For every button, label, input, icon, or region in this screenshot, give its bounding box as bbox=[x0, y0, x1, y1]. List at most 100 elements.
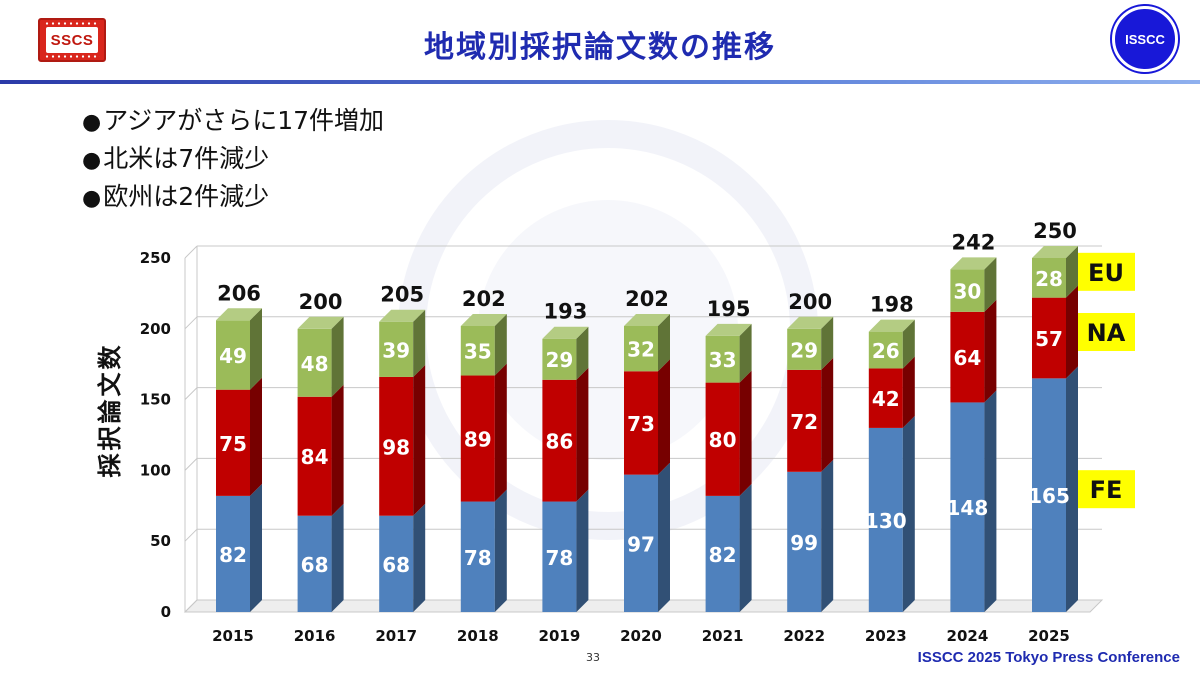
bar-side-fe bbox=[658, 462, 670, 612]
total-label: 242 bbox=[951, 230, 995, 254]
bar-fe bbox=[297, 515, 332, 612]
bar-side-eu bbox=[902, 319, 915, 369]
bar-top-eu bbox=[787, 316, 834, 329]
data-label-na: 42 bbox=[872, 387, 900, 411]
bar-side-fe bbox=[250, 483, 262, 612]
bullet-item: ●北米は7件減少 bbox=[82, 144, 270, 173]
y-tick-label: 0 bbox=[161, 603, 171, 621]
footer-conference: ISSCC 2025 Tokyo Press Conference bbox=[917, 649, 1180, 666]
bar-na bbox=[950, 311, 985, 403]
x-tick-label: 2019 bbox=[539, 627, 581, 645]
bar-eu bbox=[868, 331, 903, 369]
data-label-eu: 32 bbox=[627, 338, 655, 362]
total-label: 206 bbox=[217, 281, 261, 305]
data-label-na: 73 bbox=[627, 412, 655, 436]
gridline-side bbox=[184, 387, 198, 400]
data-label-fe: 99 bbox=[790, 531, 818, 555]
sscs-logo-text: SSCS bbox=[50, 31, 94, 49]
legend-label-na: NA bbox=[1087, 319, 1126, 347]
x-tick-label: 2018 bbox=[457, 627, 499, 645]
bar-side-eu bbox=[658, 313, 670, 372]
bar-side-fe bbox=[576, 489, 589, 612]
bar-top-eu bbox=[216, 308, 262, 321]
data-label-eu: 28 bbox=[1035, 267, 1063, 291]
data-label-na: 64 bbox=[953, 346, 981, 370]
data-label-fe: 82 bbox=[709, 543, 737, 567]
data-label-fe: 165 bbox=[1028, 484, 1070, 508]
bar-side-fe bbox=[494, 489, 507, 612]
bar-fe bbox=[868, 427, 903, 612]
bar-na bbox=[379, 376, 414, 516]
total-label: 250 bbox=[1033, 219, 1077, 243]
bar-side-na bbox=[658, 359, 670, 475]
legend-box-eu bbox=[1078, 252, 1135, 291]
bar-fe bbox=[787, 471, 822, 612]
legend-label-eu: EU bbox=[1088, 259, 1124, 287]
bar-eu bbox=[624, 325, 658, 372]
total-label: 200 bbox=[299, 290, 343, 314]
bar-side-fe bbox=[984, 390, 997, 612]
y-axis-title: 採択論文数 bbox=[96, 343, 124, 478]
bar-side-eu bbox=[984, 257, 997, 312]
page-number: 33 bbox=[586, 651, 600, 664]
data-label-na: 72 bbox=[790, 410, 818, 434]
x-tick-label: 2015 bbox=[212, 627, 254, 645]
x-tick-label: 2024 bbox=[947, 627, 989, 645]
bullet-item: ●アジアがさらに17件増加 bbox=[82, 106, 385, 135]
data-label-fe: 78 bbox=[545, 546, 573, 570]
bar-top-eu bbox=[460, 313, 507, 326]
bar-na bbox=[705, 382, 740, 496]
bar-na bbox=[460, 375, 495, 502]
gridline-side bbox=[184, 245, 198, 259]
bar-side-na bbox=[984, 299, 997, 403]
total-label: 205 bbox=[380, 283, 424, 307]
total-label: 202 bbox=[462, 287, 506, 311]
data-label-eu: 30 bbox=[953, 280, 981, 304]
bar-eu bbox=[705, 335, 740, 383]
bar-eu bbox=[216, 320, 250, 390]
data-label-eu: 35 bbox=[464, 340, 492, 364]
data-label-eu: 49 bbox=[219, 344, 247, 368]
bar-side-na bbox=[1066, 285, 1078, 379]
bullet-item: ●欧州は2件減少 bbox=[82, 182, 270, 211]
bar-side-eu bbox=[1066, 246, 1078, 298]
bar-side-eu bbox=[821, 316, 834, 370]
bar-side-na bbox=[331, 384, 344, 516]
bar-na bbox=[297, 396, 332, 516]
bar-na bbox=[787, 369, 822, 472]
bar-side-fe bbox=[739, 483, 752, 612]
x-tick-label: 2020 bbox=[620, 627, 662, 645]
bar-fe bbox=[542, 501, 577, 612]
legend-box-fe bbox=[1078, 470, 1135, 509]
y-tick-label: 50 bbox=[150, 532, 171, 550]
bar-eu bbox=[460, 325, 495, 376]
bar-side-fe bbox=[331, 503, 344, 612]
bar-top-eu bbox=[379, 309, 426, 322]
bar-fe bbox=[1032, 378, 1066, 612]
bar-fe bbox=[216, 495, 250, 612]
bar-top-eu bbox=[297, 316, 344, 329]
y-tick-label: 200 bbox=[140, 320, 171, 338]
bar-fe bbox=[379, 515, 414, 612]
x-tick-label: 2017 bbox=[375, 627, 417, 645]
bar-fe bbox=[624, 474, 658, 612]
bar-top-eu bbox=[868, 319, 915, 332]
data-label-fe: 68 bbox=[382, 553, 410, 577]
bar-side-na bbox=[576, 367, 589, 502]
bullet-text: 欧州は2件減少 bbox=[103, 182, 270, 211]
bar-na bbox=[542, 379, 577, 502]
data-label-eu: 39 bbox=[382, 338, 410, 362]
bar-na bbox=[216, 389, 250, 496]
total-label: 200 bbox=[788, 290, 832, 314]
bar-side-eu bbox=[250, 308, 262, 390]
total-label: 198 bbox=[870, 293, 914, 317]
y-tick-label: 150 bbox=[140, 391, 171, 409]
data-label-fe: 130 bbox=[865, 509, 907, 533]
data-label-na: 89 bbox=[464, 428, 492, 452]
bar-side-na bbox=[413, 364, 426, 516]
bar-eu bbox=[379, 321, 414, 377]
data-label-na: 57 bbox=[1035, 327, 1063, 351]
isscc-logo: ISSCC bbox=[1112, 6, 1178, 72]
bar-eu bbox=[297, 328, 332, 397]
